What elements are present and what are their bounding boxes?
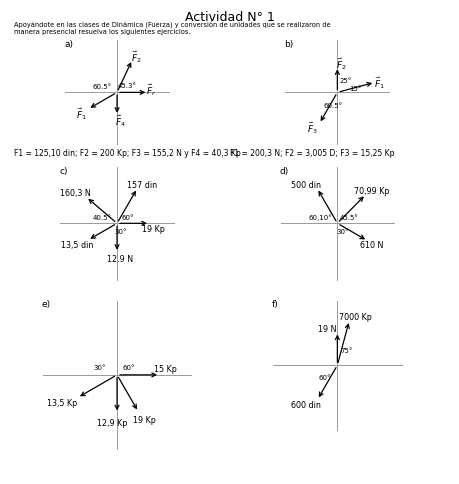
Text: 7000 Kp: 7000 Kp [339,312,372,321]
Text: 30°: 30° [115,228,127,234]
Text: $\vec{F}_{1}$: $\vec{F}_{1}$ [374,76,385,91]
Text: 60°: 60° [122,214,134,221]
Text: 19 Kp: 19 Kp [142,225,165,234]
Text: 157 din: 157 din [127,180,157,189]
Text: $\vec{F}_{4}$: $\vec{F}_{4}$ [115,113,126,129]
Text: 75°: 75° [340,347,353,353]
Text: 13,5 Kp: 13,5 Kp [47,398,78,407]
Text: F1 = 200,3 N; F2 = 3,005 D; F3 = 15,25 Kp: F1 = 200,3 N; F2 = 3,005 D; F3 = 15,25 K… [230,149,394,158]
Text: 160,3 N: 160,3 N [60,189,91,198]
Text: f): f) [271,300,278,309]
Text: a): a) [64,40,73,49]
Text: Actividad N° 1: Actividad N° 1 [185,11,274,24]
Text: F1 = 125,10 din; F2 = 200 Kp; F3 = 155,2 N y F4 = 40,3 Kp: F1 = 125,10 din; F2 = 200 Kp; F3 = 155,2… [14,149,241,158]
Text: 40.5°: 40.5° [93,214,112,221]
Text: 500 din: 500 din [291,180,321,189]
Text: 25°: 25° [340,78,352,84]
Text: e): e) [42,300,51,309]
Text: 12.9 N: 12.9 N [107,255,134,263]
Text: 15°: 15° [349,86,362,91]
Text: 610 N: 610 N [360,241,383,250]
Text: 60°: 60° [123,364,135,370]
Text: Apoyándote en las clases de Dinámica (Fuerza) y conversión de unidades que se re: Apoyándote en las clases de Dinámica (Fu… [14,21,330,28]
Text: 600 din: 600 din [291,400,321,409]
Text: 60°: 60° [318,374,330,380]
Text: manera presencial resuelva los siguientes ejercicios.: manera presencial resuelva los siguiente… [14,29,190,35]
Text: c): c) [59,166,68,175]
Text: 60.5°: 60.5° [93,83,112,90]
Text: $\vec{F}_{2}$: $\vec{F}_{2}$ [336,56,347,72]
Text: 70,99 Kp: 70,99 Kp [354,186,389,196]
Text: 15 Kp: 15 Kp [154,364,177,373]
Text: d): d) [280,166,289,175]
Text: 30°: 30° [93,364,106,370]
Text: 19 Kp: 19 Kp [133,415,156,424]
Text: 45.5°: 45.5° [339,214,358,221]
Text: 13,5 din: 13,5 din [61,240,93,249]
Text: $\vec{F}_{1}$: $\vec{F}_{1}$ [76,106,87,121]
Text: $\vec{F}_{3}$: $\vec{F}_{3}$ [307,121,318,136]
Text: 60,10°: 60,10° [308,214,332,221]
Text: 45.3°: 45.3° [118,83,137,89]
Text: 19 N: 19 N [318,324,336,333]
Text: 30°: 30° [337,229,349,235]
Text: $\vec{F}_{r}$: $\vec{F}_{r}$ [146,82,157,97]
Text: b): b) [285,40,294,49]
Text: $\vec{F}_{2}$: $\vec{F}_{2}$ [131,49,142,64]
Text: 12,9 Kp: 12,9 Kp [97,418,128,427]
Text: 60.5°: 60.5° [324,103,343,108]
